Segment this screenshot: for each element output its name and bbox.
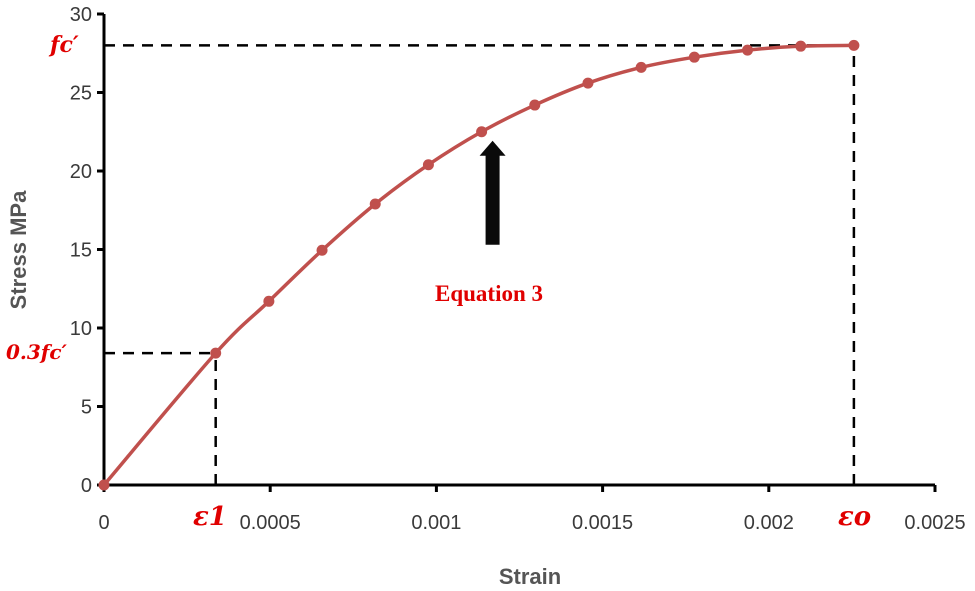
x-tick-label: 0 [98,512,109,534]
data-point [848,39,860,51]
epsilon-1-label: ε1 [193,502,227,532]
data-point [742,44,754,56]
y-tick-label: 15 [70,240,92,262]
reference-lines [104,44,856,485]
x-axis-title: Strain [499,564,561,589]
data-point [263,295,275,307]
y-tick-label: 10 [70,318,92,340]
arrow-shape [479,140,506,245]
y-axis-title: Stress MPa [6,190,31,309]
data-point [422,159,434,171]
x-tick-label: 0.001 [411,512,461,534]
y-tick-label: 25 [70,83,92,105]
x-tick-label: 0.0025 [904,512,965,534]
y-tick-label: 0 [81,475,92,497]
data-point [369,198,381,210]
data-point [688,51,700,63]
y-tick-label: 5 [81,397,92,419]
annotation-arrow [479,140,506,245]
data-point [476,126,488,138]
axes [97,12,937,492]
data-point [635,61,647,73]
series-layer [98,39,860,491]
y-tick-label: 20 [70,161,92,183]
fc-prime-label: fc′ [48,32,79,58]
data-point [98,479,110,491]
tick-labels: 0 5 10 15 20 25 30 0 0.0005 0.001 0.0015 0.002 0.002… [70,4,966,534]
x-tick-label: 0.0015 [572,512,633,534]
data-point [582,77,594,89]
y-tick-label: 30 [70,4,92,26]
data-point [795,40,807,52]
x-tick-label: 0.002 [744,512,794,534]
point-three-fc-prime-label: 0.3fc′ [6,340,68,364]
data-point [210,347,222,359]
data-point [529,99,541,111]
epsilon-o-label: εo [838,502,871,532]
equation-3-label: Equation 3 [435,281,543,306]
x-tick-label: 0.0005 [240,512,301,534]
data-point [316,244,328,256]
